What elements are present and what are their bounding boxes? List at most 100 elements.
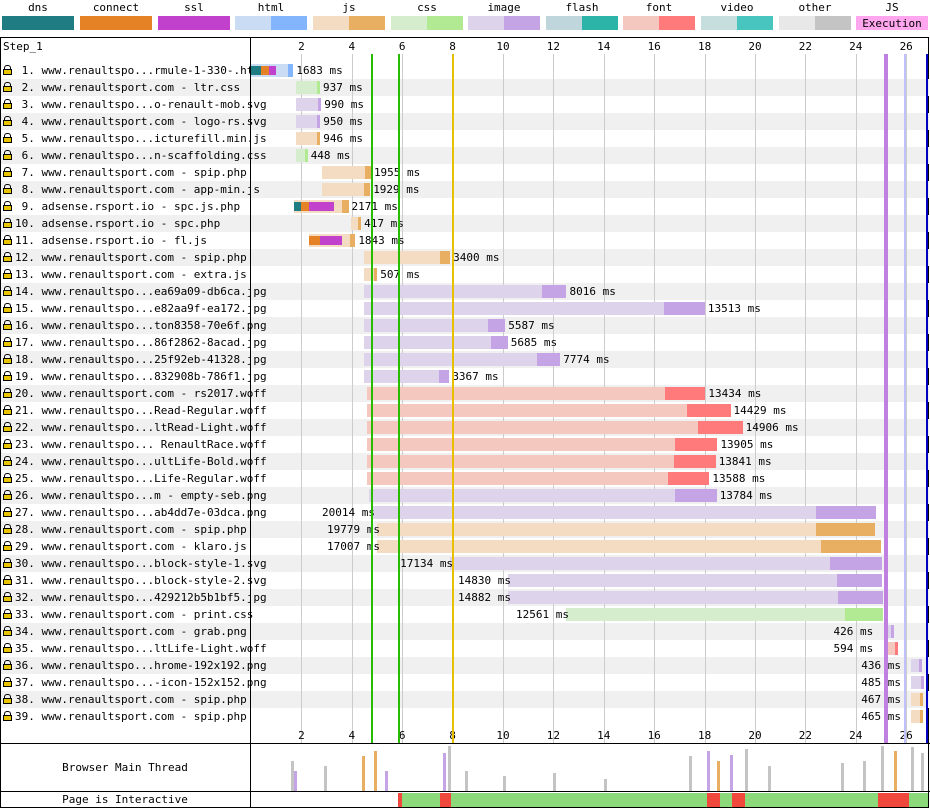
request-label[interactable]: 29. www.renaultsport.com - klaro.js	[3, 538, 247, 555]
request-label[interactable]: 19. www.renaultspo...832908b-786f1.jpg	[3, 368, 267, 385]
request-label[interactable]: 2. www.renaultsport.com - ltr.css	[3, 79, 240, 96]
lock-icon	[3, 354, 12, 364]
request-bar-js[interactable]	[321, 166, 371, 179]
download-segment	[358, 217, 362, 230]
request-label[interactable]: 38. www.renaultsport.com - spip.php	[3, 691, 247, 708]
marker-fully-loaded	[926, 54, 929, 743]
request-bar-css[interactable]	[296, 149, 308, 162]
x-tick-label-top: 2	[298, 40, 305, 53]
request-label[interactable]: 1. www.renaultspo...rmule-1-330-.html	[3, 62, 267, 79]
request-url: 30. www.renaultspo...block-style-1.svg	[15, 557, 267, 570]
download-segment	[820, 540, 882, 553]
request-bar-image[interactable]	[364, 370, 450, 383]
request-label[interactable]: 35. www.renaultspo...ltLife-Light.woff	[3, 640, 267, 657]
request-bar-font[interactable]	[366, 404, 731, 417]
request-label[interactable]: 17. www.renaultspo...86f2862-8acad.jpg	[3, 334, 267, 351]
request-bar-image[interactable]	[508, 591, 883, 604]
request-bar-js[interactable]	[364, 268, 378, 281]
request-label[interactable]: 30. www.renaultspo...block-style-1.svg	[3, 555, 267, 572]
request-bar-image[interactable]	[911, 676, 924, 689]
request-bar-js[interactable]	[321, 183, 371, 196]
request-bar-js[interactable]	[377, 540, 882, 553]
download-segment	[365, 166, 371, 179]
request-label[interactable]: 22. www.renaultspo...ltRead-Light.woff	[3, 419, 267, 436]
request-bar-css[interactable]	[296, 81, 321, 94]
request-bar-image[interactable]	[508, 574, 882, 587]
request-bar-image[interactable]	[371, 506, 877, 519]
legend-swatch	[158, 16, 230, 30]
request-label[interactable]: 4. www.renaultsport.com - logo-rs.svg	[3, 113, 267, 130]
request-bar-js[interactable]	[364, 251, 451, 264]
request-label[interactable]: 37. www.renaultspo...-icon-152x152.png	[3, 674, 267, 691]
x-tick-label-bottom: 18	[697, 729, 712, 742]
request-label[interactable]: 20. www.renaultsport.com - rs2017.woff	[3, 385, 267, 402]
request-bar-image[interactable]	[364, 285, 567, 298]
request-bar-font[interactable]	[366, 472, 710, 485]
request-bar-image[interactable]	[911, 659, 923, 672]
request-url: 36. www.renaultspo...hrome-192x192.png	[15, 659, 267, 672]
request-label[interactable]: 25. www.renaultspo...Life-Regular.woff	[3, 470, 267, 487]
request-bar-css[interactable]	[566, 608, 883, 621]
request-bar-image[interactable]	[364, 336, 508, 349]
request-duration: 13905 ms	[720, 438, 774, 451]
request-bar-font[interactable]	[366, 421, 743, 434]
request-label[interactable]: 7. www.renaultsport.com - spip.php	[3, 164, 247, 181]
lock-icon	[3, 439, 12, 449]
download-segment	[317, 132, 321, 145]
x-tick-label-bottom: 14	[597, 729, 611, 742]
x-tick-label-top: 14	[597, 40, 611, 53]
gridline	[855, 54, 857, 743]
request-label[interactable]: 8. www.renaultsport.com - app-min.js	[3, 181, 260, 198]
request-bar-font[interactable]	[366, 455, 716, 468]
request-bar-js[interactable]	[911, 693, 924, 706]
request-label[interactable]: 26. www.renaultspo...m - empty-seb.png	[3, 487, 267, 504]
request-label[interactable]: 21. www.renaultspo...Read-Regular.woff	[3, 402, 267, 419]
x-tick-label-bottom: 10	[496, 729, 510, 742]
request-label[interactable]: 9. adsense.rsport.io - spc.js.php	[3, 198, 240, 215]
request-label[interactable]: 3. www.renaultspo...o-renault-mob.svg	[3, 96, 267, 113]
thread-activity-bar	[893, 751, 897, 791]
gridline	[301, 54, 303, 743]
request-bar-image[interactable]	[364, 302, 705, 315]
request-bar-js[interactable]	[350, 217, 362, 230]
request-bar-js[interactable]	[911, 710, 924, 723]
lock-icon	[3, 99, 12, 109]
request-label[interactable]: 31. www.renaultspo...block-style-2.svg	[3, 572, 267, 589]
request-label[interactable]: 14. www.renaultspo...ea69a09-db6ca.jpg	[3, 283, 267, 300]
request-label[interactable]: 34. www.renaultsport.com - grab.png	[3, 623, 247, 640]
lock-icon	[3, 643, 12, 653]
request-label[interactable]: 28. www.renaultsport.com - spip.php	[3, 521, 247, 538]
request-label[interactable]: 27. www.renaultspo...ab4dd7e-03dca.png	[3, 504, 267, 521]
request-label[interactable]: 32. www.renaultspo...429212b5b1bf5.jpg	[3, 589, 267, 606]
request-label[interactable]: 36. www.renaultspo...hrome-192x192.png	[3, 657, 267, 674]
request-bar-image[interactable]	[364, 353, 561, 366]
request-bar-image[interactable]	[296, 115, 321, 128]
request-label[interactable]: 39. www.renaultsport.com - spip.php	[3, 708, 247, 725]
request-label[interactable]: 6. www.renaultspo...n-scaffolding.css	[3, 147, 267, 164]
request-bar-font[interactable]	[366, 438, 718, 451]
thread-activity-bar	[911, 747, 915, 791]
request-label[interactable]: 11. adsense.rsport.io - fl.js	[3, 232, 207, 249]
request-bar-js[interactable]	[296, 132, 321, 145]
request-label[interactable]: 18. www.renaultspo...25f92eb-41328.jpg	[3, 351, 267, 368]
request-label[interactable]: 23. www.renaultspo... RenaultRace.woff	[3, 436, 267, 453]
thread-activity-bar	[553, 773, 557, 791]
request-bar-image[interactable]	[296, 98, 322, 111]
request-label[interactable]: 12. www.renaultsport.com - spip.php	[3, 249, 247, 266]
request-label[interactable]: 5. www.renaultspo...icturefill.min.js	[3, 130, 267, 147]
request-bar-font[interactable]	[366, 387, 706, 400]
request-label[interactable]: 24. www.renaultspo...ultLife-Bold.woff	[3, 453, 267, 470]
request-bar-js[interactable]	[377, 523, 876, 536]
request-bar-image[interactable]	[364, 319, 506, 332]
request-label[interactable]: 16. www.renaultspo...ton8358-70e6f.png	[3, 317, 267, 334]
request-bar-image[interactable]	[883, 625, 895, 638]
request-label[interactable]: 13. www.renaultsport.com - extra.js	[3, 266, 247, 283]
request-label[interactable]: 33. www.renaultsport.com - print.css	[3, 606, 253, 623]
request-bar-image[interactable]	[450, 557, 882, 570]
connect-segment	[301, 202, 309, 211]
request-duration: 465 ms	[861, 710, 901, 723]
request-bar-image[interactable]	[369, 489, 717, 502]
x-tick-label-bottom: 4	[348, 729, 356, 742]
request-label[interactable]: 10. adsense.rsport.io - spc.php	[3, 215, 220, 232]
request-label[interactable]: 15. www.renaultspo...e82aa9f-ea172.jpg	[3, 300, 267, 317]
